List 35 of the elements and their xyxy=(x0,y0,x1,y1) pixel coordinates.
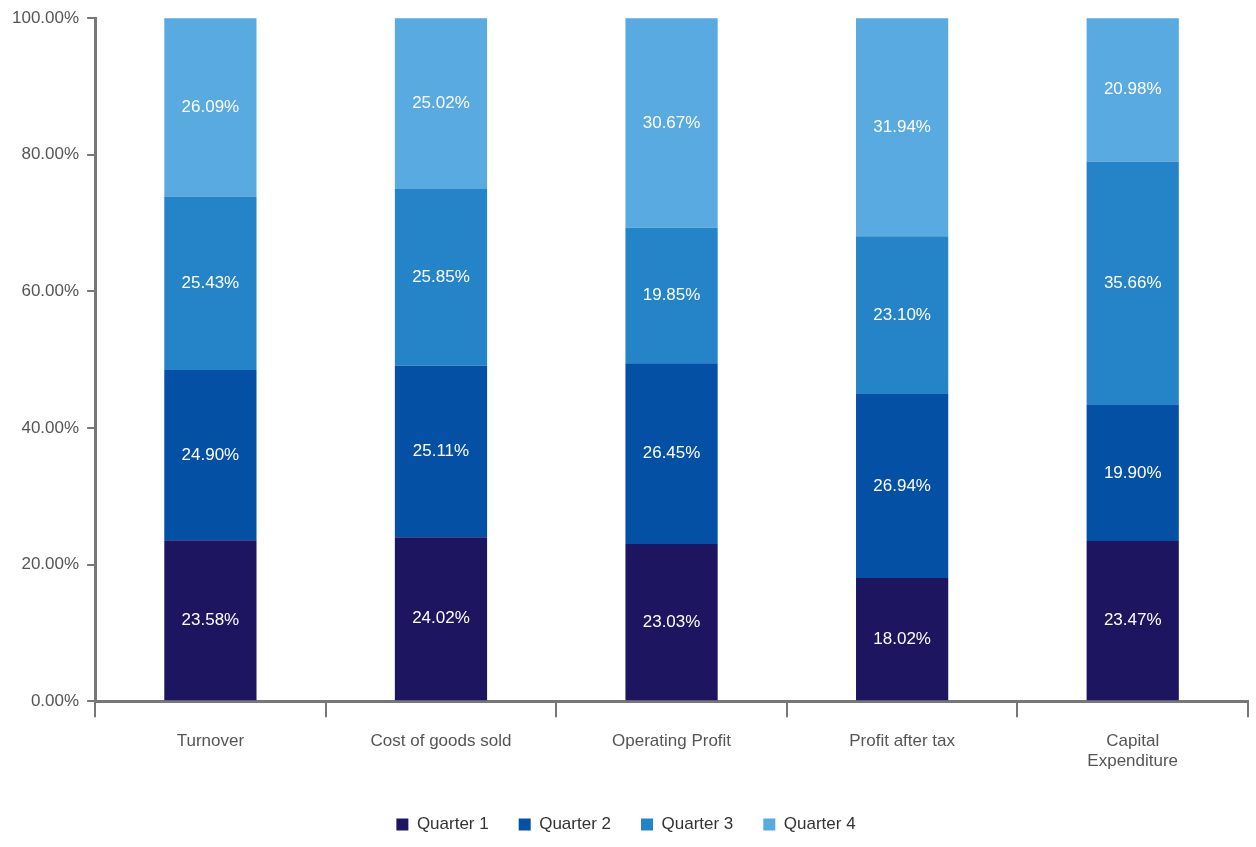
data-label: 26.09% xyxy=(181,96,240,116)
data-label: 19.90% xyxy=(1103,462,1162,482)
data-label: 20.98% xyxy=(1103,79,1162,99)
data-label: 23.47% xyxy=(1103,610,1162,630)
data-label: 26.94% xyxy=(873,475,931,495)
data-label: 23.03% xyxy=(642,611,701,631)
data-label: 25.85% xyxy=(412,267,470,287)
data-label: 25.02% xyxy=(412,93,470,113)
data-label: 24.90% xyxy=(181,444,240,464)
data-label: 30.67% xyxy=(642,112,701,132)
y-tick-label: 80.00% xyxy=(21,144,80,164)
y-tick-label: 0.00% xyxy=(30,690,80,710)
x-tick-label: Operating Profit xyxy=(612,731,732,751)
legend-label: Quarter 4 xyxy=(783,814,856,834)
data-label: 31.94% xyxy=(873,116,931,136)
data-label: 24.02% xyxy=(412,608,470,628)
x-tick-label: Capital Expenditure xyxy=(1087,731,1179,771)
y-tick-label: 40.00% xyxy=(21,417,80,437)
legend-label: Quarter 3 xyxy=(661,814,734,834)
x-tick-label: Turnover xyxy=(176,731,245,751)
data-label: 35.66% xyxy=(1103,272,1162,292)
data-label: 19.85% xyxy=(642,285,701,305)
data-label: 26.45% xyxy=(642,443,701,463)
data-label: 23.58% xyxy=(181,609,240,629)
legend-label: Quarter 1 xyxy=(416,814,489,834)
y-tick-label: 100.00% xyxy=(11,7,80,27)
y-tick-label: 20.00% xyxy=(21,554,80,574)
y-tick-label: 60.00% xyxy=(21,281,80,301)
data-label: 23.10% xyxy=(873,304,931,324)
data-label: 25.43% xyxy=(181,272,240,292)
data-label: 25.11% xyxy=(412,441,470,461)
data-label: 18.02% xyxy=(873,628,931,648)
x-tick-label: Profit after tax xyxy=(849,731,956,751)
x-tick-label: Cost of goods sold xyxy=(370,731,512,751)
legend-label: Quarter 2 xyxy=(539,814,611,834)
